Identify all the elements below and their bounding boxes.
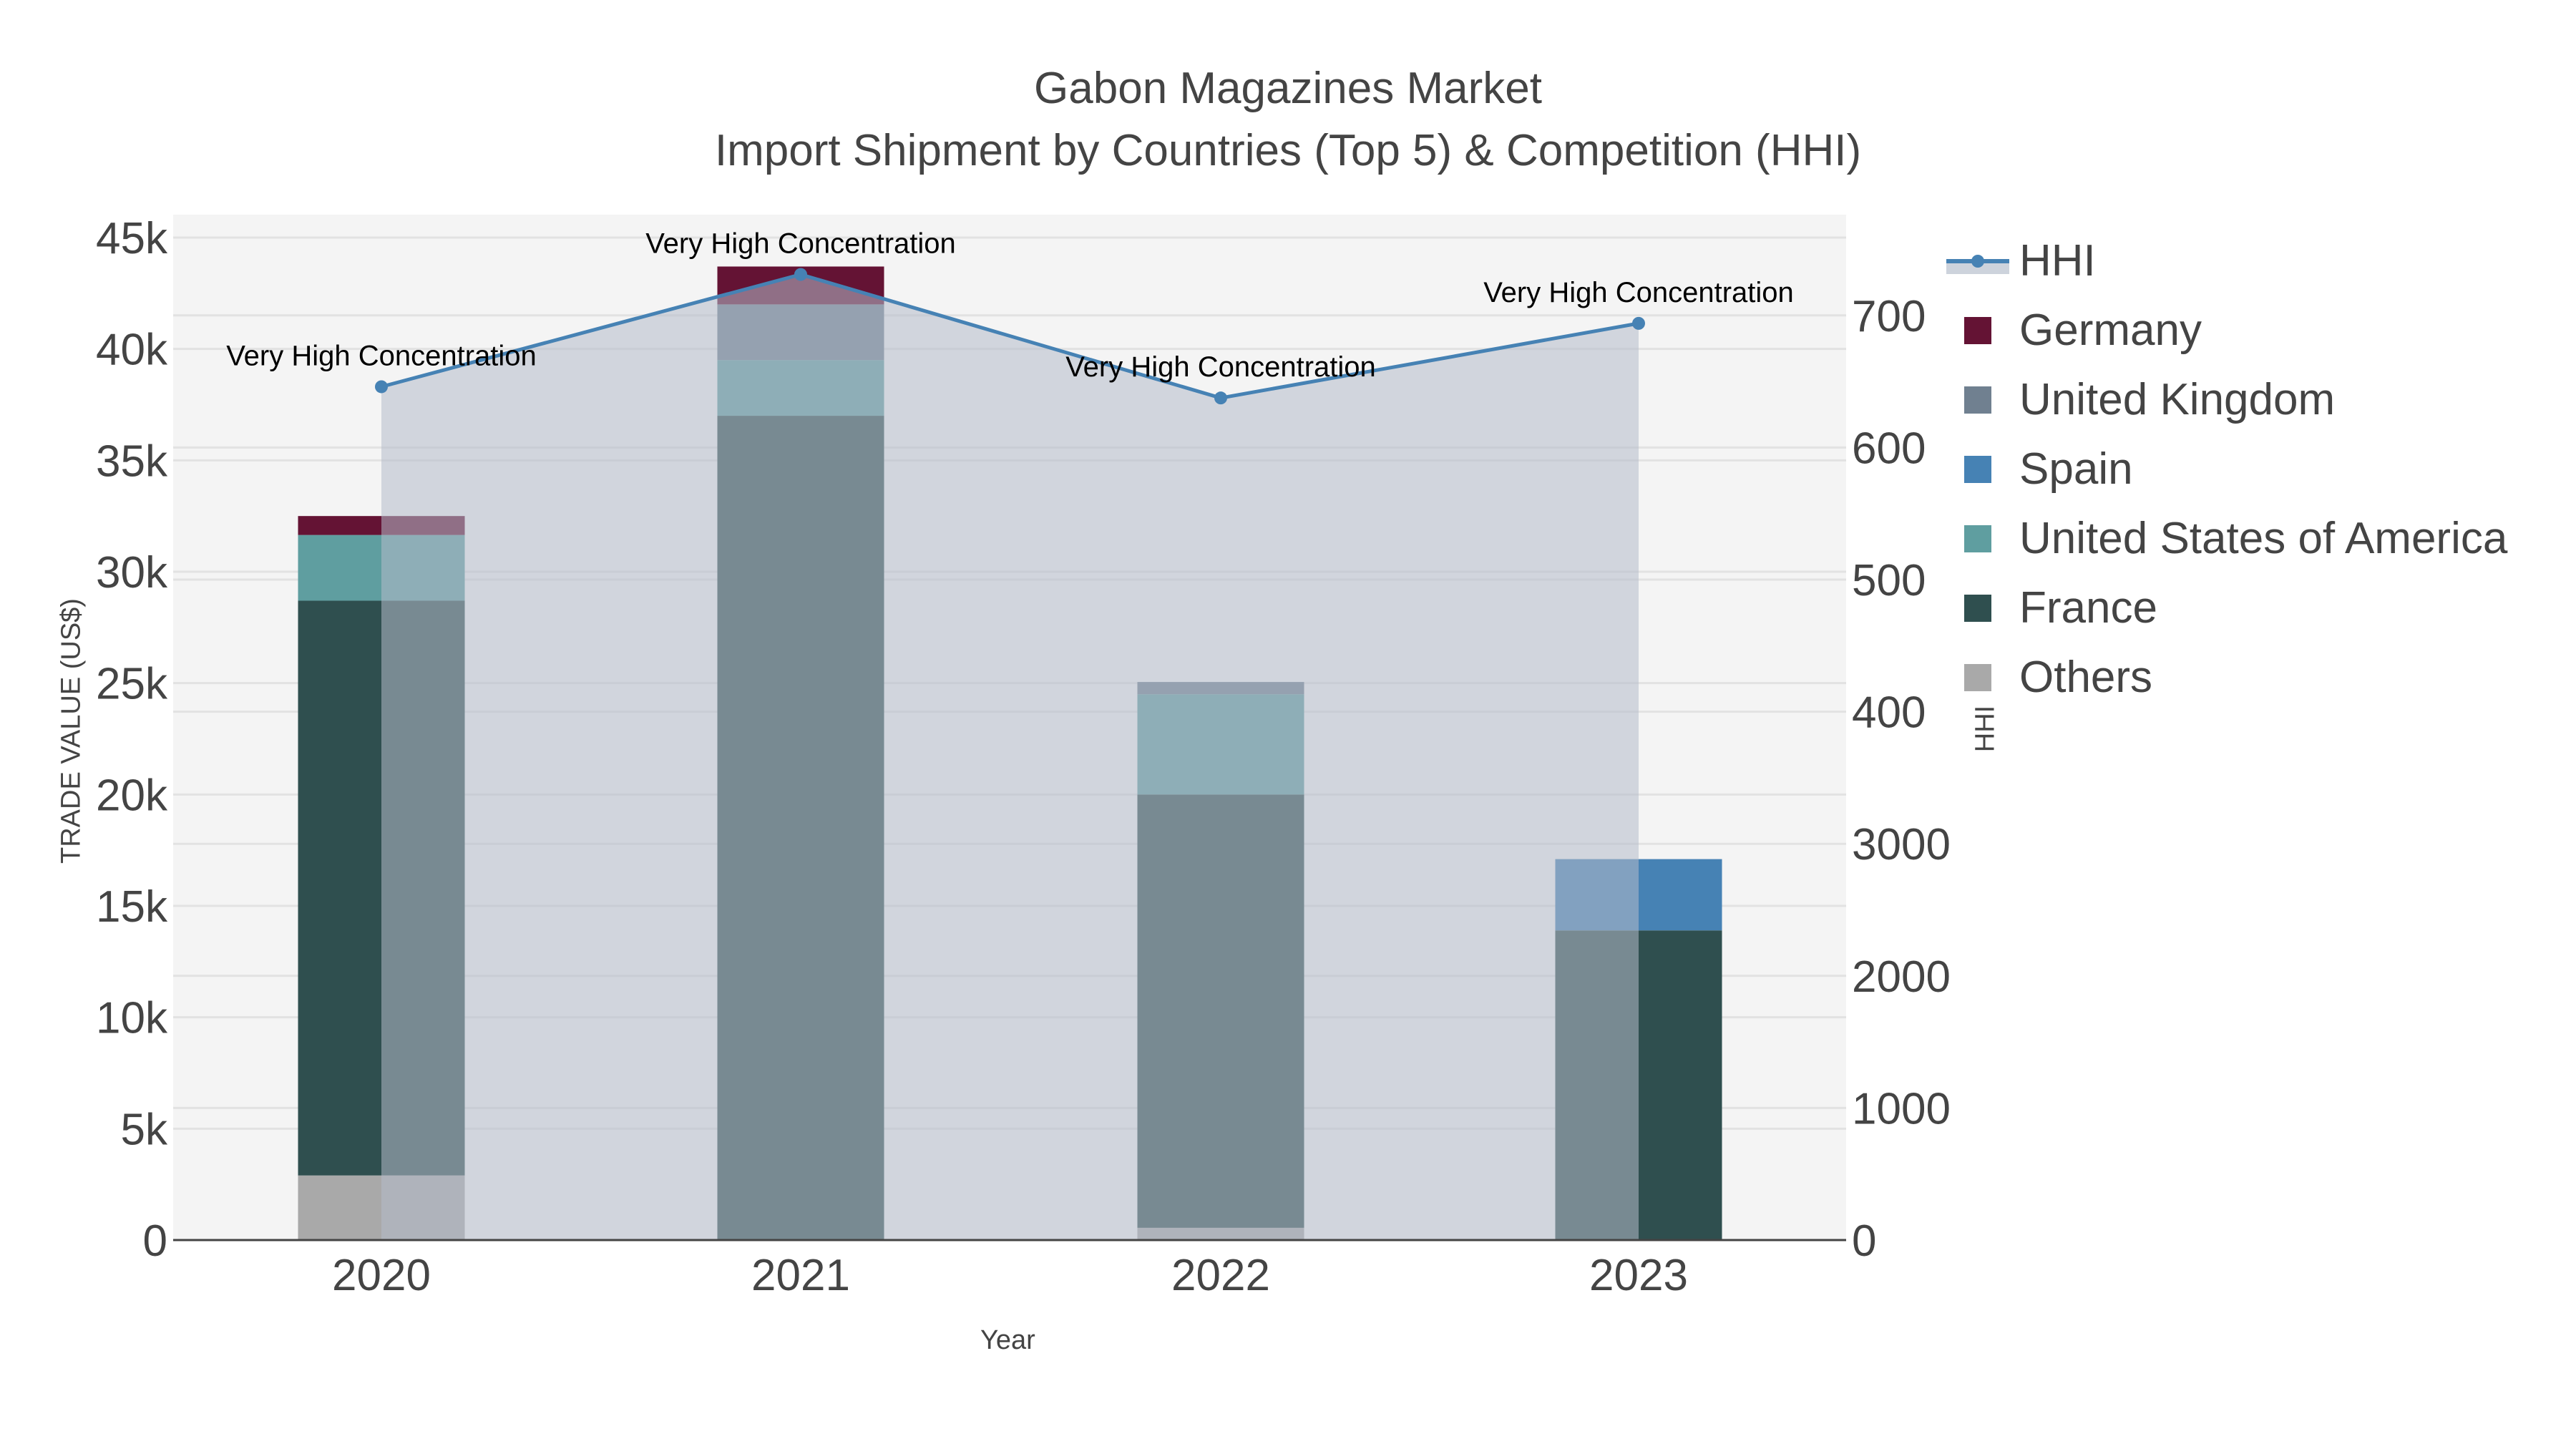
y-right-tick-label: 700 — [1852, 292, 1926, 341]
chart-title: Gabon Magazines Market — [1034, 64, 1542, 113]
y-left-tick-label: 25k — [96, 660, 168, 709]
x-axis-title: Year — [980, 1325, 1035, 1355]
y-left-tick-label: 10k — [96, 994, 168, 1043]
hhi-marker-2023[interactable] — [1632, 316, 1645, 330]
hhi-annotation: Very High Concentration — [1065, 351, 1376, 383]
y-right-tick-label: 500 — [1852, 556, 1926, 605]
y-left-tick-label: 40k — [96, 326, 168, 375]
x-tick-label: 2021 — [751, 1251, 850, 1300]
y-right-tick-label: 0 — [1852, 1216, 1876, 1266]
y-left-tick-label: 15k — [96, 882, 168, 932]
y-left-tick-label: 20k — [96, 771, 168, 820]
x-tick-label: 2020 — [332, 1251, 431, 1300]
y-right-tick-label: 3000 — [1852, 820, 1951, 869]
y-left-tick-label: 30k — [96, 548, 168, 597]
legend-label: United Kingdom — [2019, 375, 2336, 424]
square-swatch-icon — [1964, 595, 1991, 622]
y-axis-title-left: TRADE VALUE (US$) — [56, 598, 87, 864]
hhi-line — [381, 272, 1639, 400]
y-left-tick-label: 0 — [143, 1216, 167, 1266]
chart-subtitle: Import Shipment by Countries (Top 5) & C… — [714, 126, 1862, 175]
hhi-annotation: Very High Concentration — [1483, 277, 1794, 308]
y-right-tick-label: 1000 — [1852, 1084, 1951, 1133]
hhi-annotation: Very High Concentration — [645, 228, 956, 260]
hhi-marker-2020[interactable] — [375, 380, 388, 394]
legend-label: France — [2019, 583, 2157, 633]
x-tick-label: 2022 — [1171, 1251, 1270, 1300]
y-right-tick-label: 600 — [1852, 424, 1926, 473]
y-right-tick-label: 400 — [1852, 688, 1926, 738]
hhi-area — [381, 274, 1639, 1241]
legend-label: HHI — [2019, 236, 2096, 286]
legend-label: United States of America — [2019, 514, 2508, 563]
y-left-tick-label: 5k — [121, 1105, 168, 1154]
y-right-tick-label: 2000 — [1852, 952, 1951, 1002]
legend-label: Spain — [2019, 444, 2133, 494]
hhi-marker-2022[interactable] — [1214, 391, 1227, 405]
legend-label: Germany — [2019, 306, 2202, 355]
y-axis-title-right: HHI — [1970, 705, 2001, 753]
square-swatch-icon — [1964, 664, 1991, 691]
square-swatch-icon — [1964, 525, 1991, 552]
square-swatch-icon — [1964, 386, 1991, 414]
square-swatch-icon — [1964, 456, 1991, 483]
square-swatch-icon — [1964, 317, 1991, 344]
y-left-tick-label: 35k — [96, 436, 168, 486]
line-marker-icon — [1946, 255, 2009, 274]
y-left-tick-label: 45k — [96, 214, 168, 263]
hhi-marker-2021[interactable] — [794, 268, 807, 281]
x-tick-label: 2023 — [1589, 1251, 1688, 1300]
hhi-annotation: Very High Concentration — [226, 340, 537, 371]
legend-label: Others — [2019, 653, 2153, 702]
